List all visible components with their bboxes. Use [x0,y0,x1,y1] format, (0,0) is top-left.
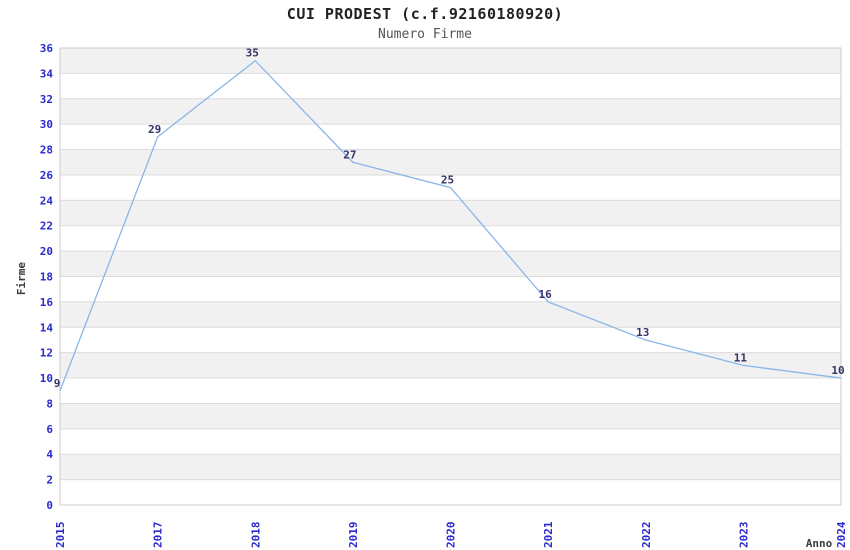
x-tick-label: 2021 [542,521,555,548]
y-tick-label: 6 [46,423,53,436]
y-tick-label: 26 [40,169,54,182]
x-tick-label: 2020 [445,522,458,549]
y-tick-label: 10 [40,372,53,385]
stripe-band [60,403,841,429]
y-tick-label: 0 [46,499,53,512]
y-tick-label: 8 [46,397,53,410]
y-tick-label: 30 [40,118,53,131]
y-tick-label: 32 [40,93,53,106]
x-tick-label: 2015 [54,522,67,549]
y-tick-label: 2 [46,474,53,487]
y-tick-label: 18 [40,271,53,284]
stripe-band [60,352,841,379]
data-label: 11 [734,351,748,364]
y-tick-label: 12 [40,347,53,360]
x-axis-title: Anno [806,537,833,550]
y-tick-label: 28 [40,144,53,157]
chart-subtitle: Numero Firme [378,27,472,42]
stripe-band [60,454,841,480]
data-label: 35 [246,47,259,60]
stripe-band [60,301,841,328]
data-label: 25 [441,174,454,187]
plot-stripes [60,48,841,480]
data-labels: 9 29 35 27 25 16 13 11 10 [54,47,845,390]
x-tick-label: 2023 [737,522,750,549]
stripe-band [60,48,841,74]
data-label: 16 [539,288,553,301]
series-line [59,59,842,391]
data-label: 10 [831,364,844,377]
x-tick-label: 2018 [249,522,262,549]
y-tick-label: 16 [40,296,54,309]
y-tick-label: 20 [40,245,53,258]
plot-border [59,47,842,506]
stripe-band [60,149,841,175]
y-tick-label: 4 [46,448,53,461]
x-tick-label: 2022 [640,522,653,549]
data-label: 13 [636,326,649,339]
y-tick-label: 22 [40,220,53,233]
stripe-band [60,98,841,125]
data-label: 29 [148,123,161,136]
chart-title: CUI PRODEST (c.f.92160180920) [286,5,564,23]
x-tick-labels: 2015 2017 2018 2019 2020 2021 2022 2023 2024 [54,521,848,548]
y-tick-label: 14 [40,321,54,334]
x-tick-label: 2024 [835,521,848,548]
x-tick-label: 2019 [347,522,360,549]
y-tick-label: 24 [40,194,54,207]
y-tick-label: 36 [40,42,54,55]
y-tick-label: 34 [40,67,54,80]
data-label: 9 [54,377,61,390]
data-label: 27 [343,148,356,161]
stripe-band [60,251,841,277]
y-axis-title: Firme [15,262,28,295]
x-tick-label: 2017 [152,522,165,549]
stripe-band [60,200,841,226]
